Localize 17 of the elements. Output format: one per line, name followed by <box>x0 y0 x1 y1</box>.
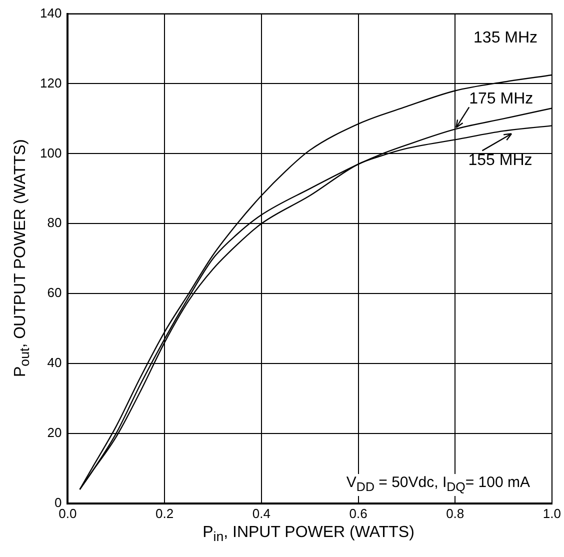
annotation: 155 MHz <box>468 152 532 170</box>
x-tick-label: 1.0 <box>542 506 562 521</box>
y-tick-label: 60 <box>47 285 62 300</box>
y-tick-label: 40 <box>47 355 62 370</box>
x-tick-label: 0.4 <box>252 506 270 521</box>
y-tick-label: 100 <box>40 145 62 160</box>
y-tick-label: 120 <box>40 75 62 90</box>
y-tick-label: 80 <box>47 215 62 230</box>
x-axis-title: P$_{in}$, INPUT POWER (WATTS) <box>202 524 416 544</box>
y-tick-label: 140 <box>40 5 62 20</box>
x-tick-label: 0.8 <box>446 506 464 521</box>
annotation: 175 MHz <box>469 90 534 108</box>
y-tick-label: 20 <box>47 425 62 440</box>
annotation: 135 MHz <box>474 29 538 46</box>
x-tick-label: 0.2 <box>156 506 174 521</box>
annotation: V$_{DD}$ = 50Vdc, I$_{DQ}$= 100 mA <box>344 474 532 496</box>
x-tick-label: 0.6 <box>349 506 368 521</box>
